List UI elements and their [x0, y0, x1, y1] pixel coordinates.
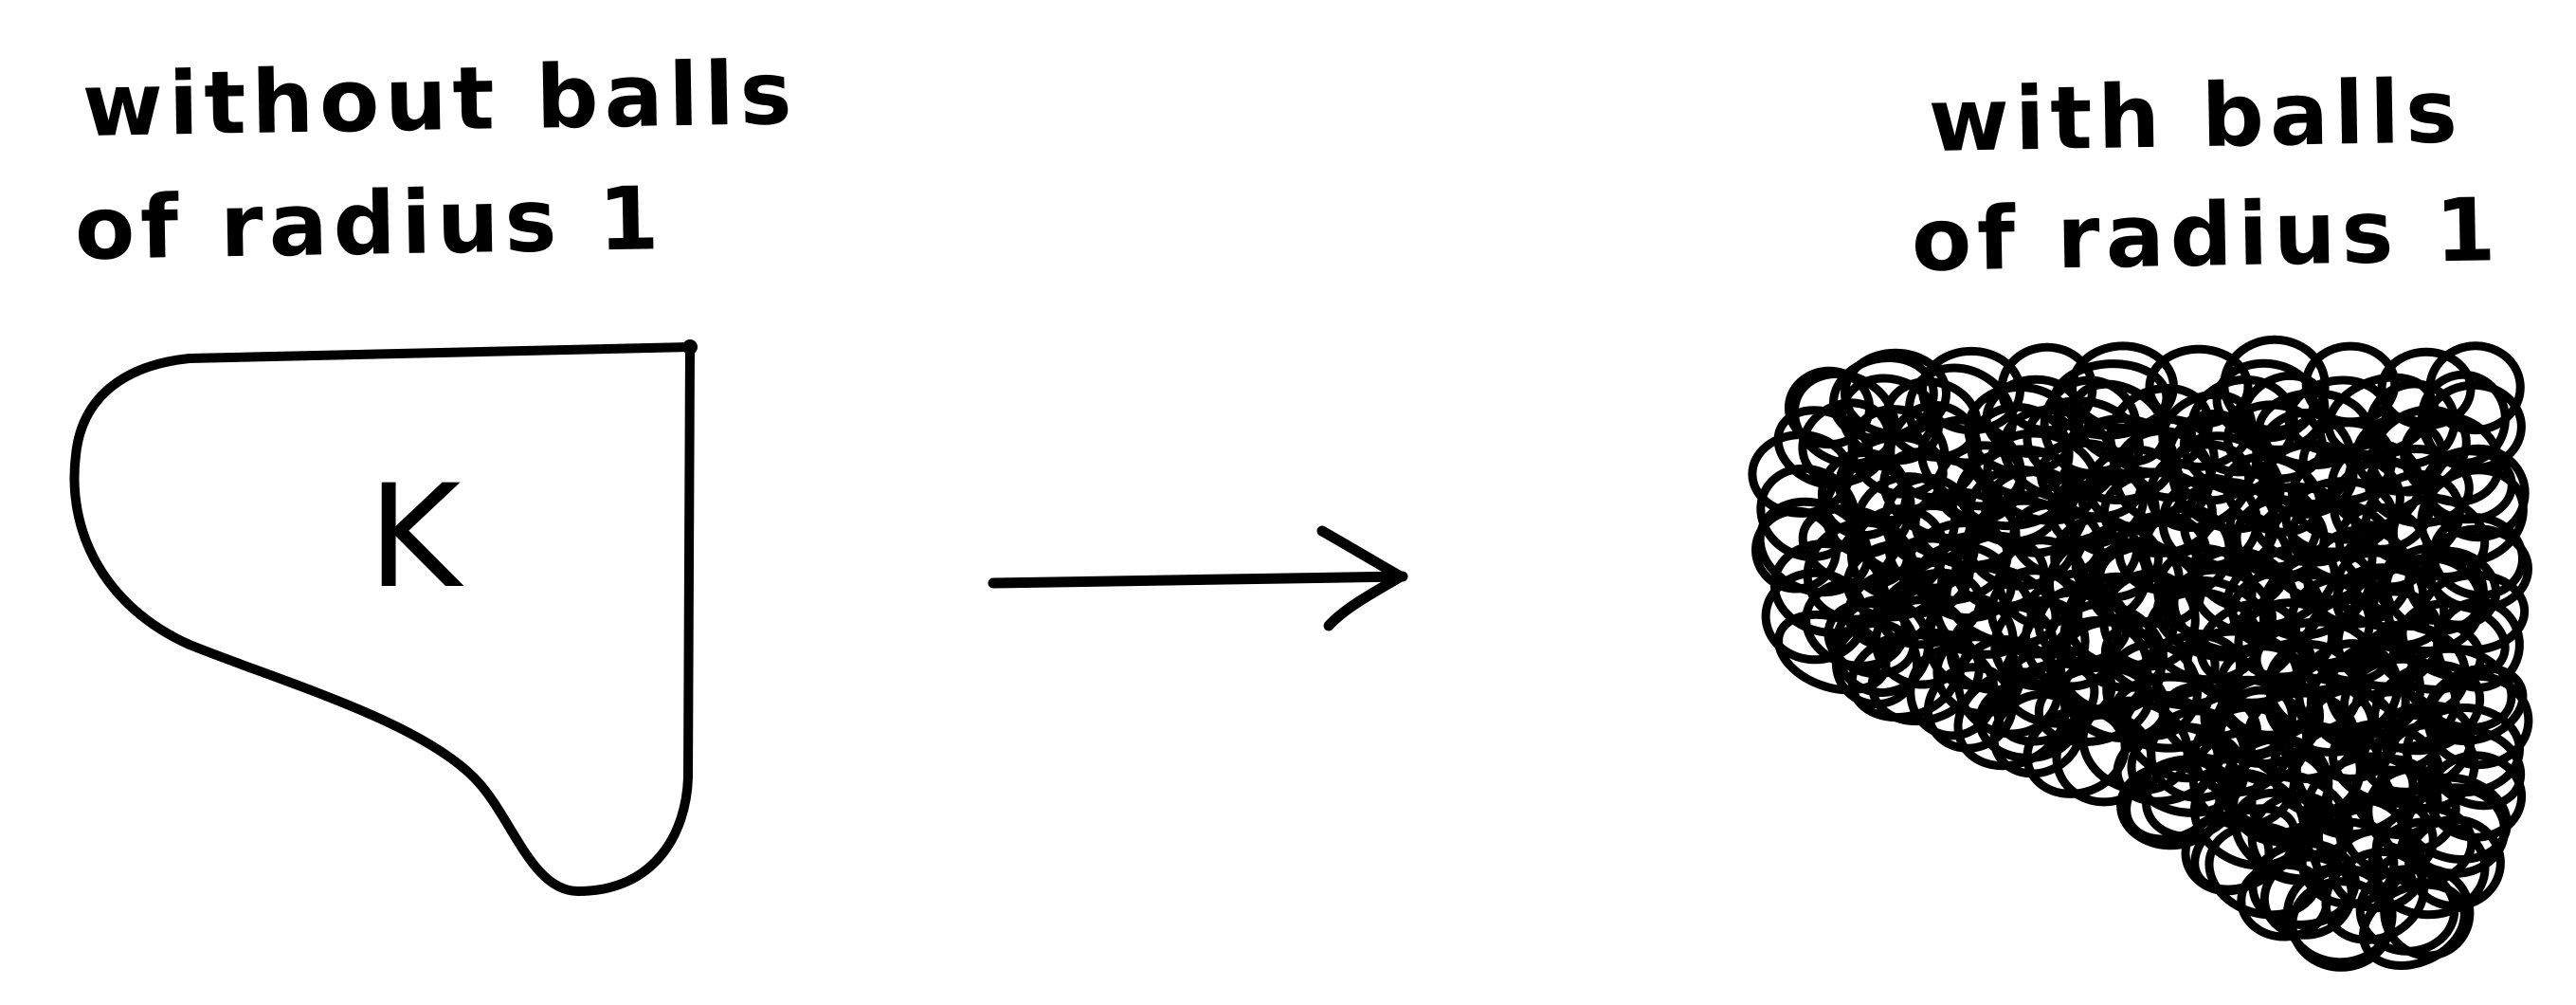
- ball: [1761, 568, 1869, 665]
- ball: [2424, 751, 2527, 842]
- ball: [2220, 335, 2330, 435]
- ball: [1997, 342, 2097, 435]
- ball: [1983, 429, 2101, 525]
- ball: [1748, 430, 1854, 518]
- set-k-outline: [69, 342, 695, 896]
- ball-union: [1748, 335, 2533, 972]
- ball: [2237, 860, 2331, 941]
- ball: [2423, 671, 2533, 770]
- ball: [2422, 380, 2526, 473]
- right-arrow-icon: [988, 525, 1408, 631]
- ball: [1918, 346, 2024, 435]
- ball: [1841, 348, 1950, 439]
- ball: [2145, 344, 2253, 429]
- ball: [2181, 811, 2274, 896]
- ball: [2355, 865, 2459, 956]
- ball: [2248, 839, 2360, 929]
- ball: [2034, 663, 2154, 747]
- ball: [2068, 341, 2178, 432]
- ball: [2433, 597, 2524, 692]
- ball: [2301, 341, 2400, 427]
- ball: [2367, 816, 2490, 920]
- ball: [2052, 710, 2156, 807]
- ball: [2288, 877, 2394, 972]
- ball: [2116, 761, 2224, 850]
- ball: [1831, 618, 1922, 709]
- ball: [2427, 444, 2530, 542]
- ball: [2158, 390, 2257, 471]
- corner-dot: [682, 339, 698, 355]
- ball: [2424, 524, 2532, 613]
- set-label-k: K: [368, 455, 462, 620]
